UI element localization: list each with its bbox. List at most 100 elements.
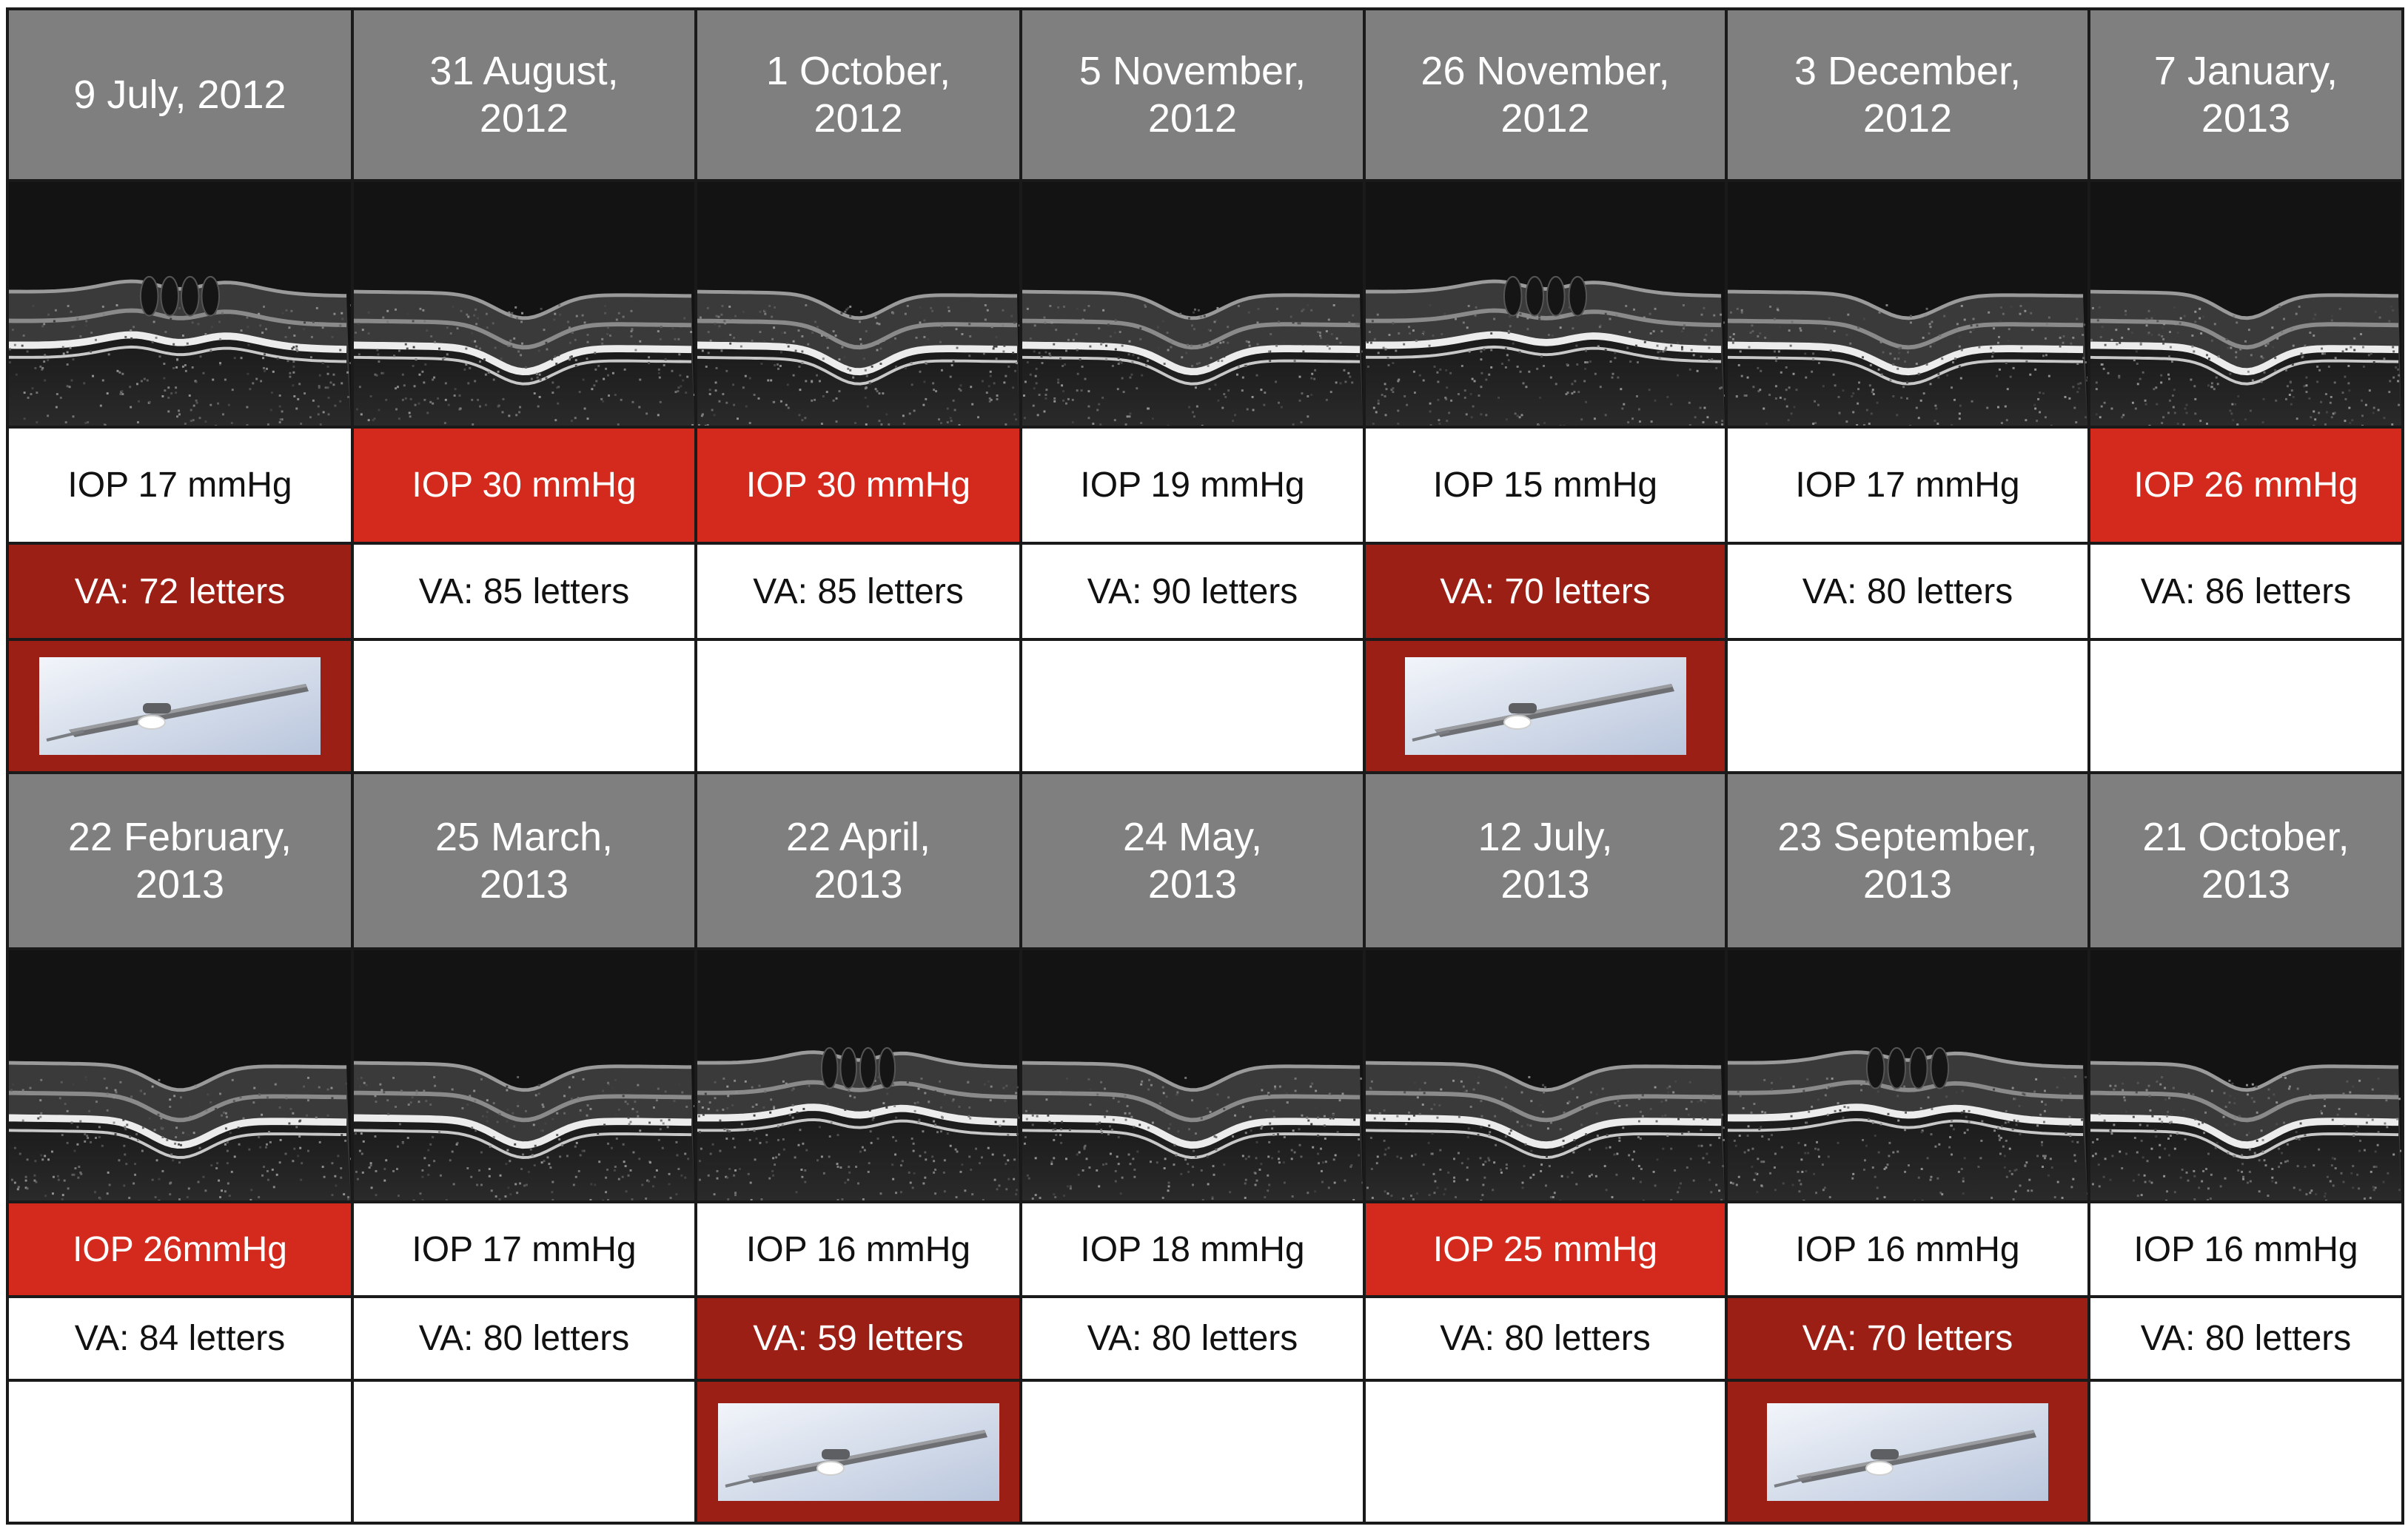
visit-date: 9 July, 2012 bbox=[73, 73, 286, 117]
oct-scan-image bbox=[1366, 182, 1725, 426]
oct-scan-cell bbox=[6, 947, 354, 1203]
visit-date: 3 December, 2012 bbox=[1794, 49, 2022, 141]
iop-value: IOP 19 mmHg bbox=[1019, 426, 1366, 545]
visit-date-header: 1 October, 2012 bbox=[694, 7, 1022, 182]
visit-date: 23 September, 2013 bbox=[1777, 815, 2038, 907]
iop-value: IOP 16 mmHg bbox=[1725, 1200, 2090, 1298]
injection-cell bbox=[1725, 638, 2090, 774]
oct-scan-image bbox=[2090, 950, 2401, 1200]
va-value: VA: 70 letters bbox=[1363, 542, 1728, 641]
visit-date: 25 March, 2013 bbox=[435, 815, 614, 907]
oct-scan-image bbox=[1366, 950, 1725, 1200]
visit-date: 24 May, 2013 bbox=[1122, 815, 1263, 907]
visit-date: 7 January, 2013 bbox=[2153, 49, 2338, 141]
oct-scan-cell bbox=[694, 179, 1022, 429]
injection-cell bbox=[2087, 638, 2404, 774]
injection-cell bbox=[6, 1379, 354, 1525]
oct-scan-image bbox=[1022, 950, 1363, 1200]
oct-scan-image bbox=[1728, 182, 2087, 426]
visit-date: 26 November, 2012 bbox=[1421, 49, 1670, 141]
va-value: VA: 80 letters bbox=[1363, 1295, 1728, 1382]
iop-value: IOP 26 mmHg bbox=[2087, 426, 2404, 545]
oct-scan-image bbox=[697, 182, 1019, 426]
iop-value: IOP 17 mmHg bbox=[6, 426, 354, 545]
visit-date-header: 5 November, 2012 bbox=[1019, 7, 1366, 182]
visit-date-header: 12 July, 2013 bbox=[1363, 771, 1728, 950]
va-value: VA: 80 letters bbox=[1019, 1295, 1366, 1382]
oct-scan-image bbox=[354, 950, 694, 1200]
visit-date: 22 February, 2013 bbox=[67, 815, 292, 907]
visit-date-header: 31 August, 2012 bbox=[351, 7, 697, 182]
iop-value: IOP 30 mmHg bbox=[351, 426, 697, 545]
va-value: VA: 80 letters bbox=[351, 1295, 697, 1382]
va-value: VA: 86 letters bbox=[2087, 542, 2404, 641]
visit-date-header: 22 February, 2013 bbox=[6, 771, 354, 950]
injection-cell bbox=[1363, 1379, 1728, 1525]
oct-scan-image bbox=[354, 182, 694, 426]
iop-value: IOP 17 mmHg bbox=[1725, 426, 2090, 545]
visit-date: 5 November, 2012 bbox=[1079, 49, 1307, 141]
oct-scan-image bbox=[9, 950, 351, 1200]
implant-device-icon bbox=[1404, 657, 1686, 755]
injection-cell bbox=[6, 638, 354, 774]
oct-scan-cell bbox=[351, 179, 697, 429]
injection-cell bbox=[351, 1379, 697, 1525]
va-value: VA: 85 letters bbox=[694, 542, 1022, 641]
oct-scan-cell bbox=[1019, 947, 1366, 1203]
iop-value: IOP 16 mmHg bbox=[2087, 1200, 2404, 1298]
visit-date: 12 July, 2013 bbox=[1478, 815, 1613, 907]
implant-device-icon bbox=[1767, 1402, 2048, 1501]
oct-scan-cell bbox=[1363, 179, 1728, 429]
visit-date-header: 21 October, 2013 bbox=[2087, 771, 2404, 950]
oct-scan-cell bbox=[694, 947, 1022, 1203]
oct-scan-cell bbox=[2087, 947, 2404, 1203]
visit-date: 31 August, 2012 bbox=[429, 49, 619, 141]
va-value: VA: 59 letters bbox=[694, 1295, 1022, 1382]
iop-value: IOP 25 mmHg bbox=[1363, 1200, 1728, 1298]
visit-date: 21 October, 2013 bbox=[2142, 815, 2350, 907]
visit-date: 22 April, 2013 bbox=[785, 815, 931, 907]
oct-scan-cell bbox=[1725, 947, 2090, 1203]
oct-scan-cell bbox=[6, 179, 354, 429]
visit-date-header: 3 December, 2012 bbox=[1725, 7, 2090, 182]
va-value: VA: 70 letters bbox=[1725, 1295, 2090, 1382]
implant-device-icon bbox=[717, 1402, 999, 1501]
oct-scan-cell bbox=[351, 947, 697, 1203]
iop-value: IOP 26mmHg bbox=[6, 1200, 354, 1298]
va-value: VA: 85 letters bbox=[351, 542, 697, 641]
oct-scan-cell bbox=[1725, 179, 2090, 429]
iop-value: IOP 16 mmHg bbox=[694, 1200, 1022, 1298]
va-value: VA: 84 letters bbox=[6, 1295, 354, 1382]
oct-scan-cell bbox=[1019, 179, 1366, 429]
visit-date-header: 22 April, 2013 bbox=[694, 771, 1022, 950]
oct-scan-image bbox=[1728, 950, 2087, 1200]
visit-timeline-grid: 9 July, 2012 IOP 17 mmHg VA: 72 letters 3… bbox=[6, 7, 2404, 1525]
va-value: VA: 72 letters bbox=[6, 542, 354, 641]
visit-date-header: 9 July, 2012 bbox=[6, 7, 354, 182]
injection-cell bbox=[1019, 638, 1366, 774]
visit-date-header: 24 May, 2013 bbox=[1019, 771, 1366, 950]
injection-cell bbox=[1725, 1379, 2090, 1525]
oct-scan-image bbox=[9, 182, 351, 426]
va-value: VA: 90 letters bbox=[1019, 542, 1366, 641]
visit-date-header: 23 September, 2013 bbox=[1725, 771, 2090, 950]
iop-value: IOP 18 mmHg bbox=[1019, 1200, 1366, 1298]
visit-date-header: 25 March, 2013 bbox=[351, 771, 697, 950]
iop-value: IOP 30 mmHg bbox=[694, 426, 1022, 545]
visit-date: 1 October, 2012 bbox=[765, 49, 951, 141]
va-value: VA: 80 letters bbox=[1725, 542, 2090, 641]
injection-cell bbox=[2087, 1379, 2404, 1525]
va-value: VA: 80 letters bbox=[2087, 1295, 2404, 1382]
oct-scan-image bbox=[1022, 182, 1363, 426]
iop-value: IOP 15 mmHg bbox=[1363, 426, 1728, 545]
iop-value: IOP 17 mmHg bbox=[351, 1200, 697, 1298]
oct-scan-image bbox=[2090, 182, 2401, 426]
oct-scan-image bbox=[697, 950, 1019, 1200]
injection-cell bbox=[694, 638, 1022, 774]
injection-cell bbox=[351, 638, 697, 774]
implant-device-icon bbox=[39, 657, 321, 755]
injection-cell bbox=[694, 1379, 1022, 1525]
visit-date-header: 26 November, 2012 bbox=[1363, 7, 1728, 182]
visit-date-header: 7 January, 2013 bbox=[2087, 7, 2404, 182]
injection-cell bbox=[1363, 638, 1728, 774]
